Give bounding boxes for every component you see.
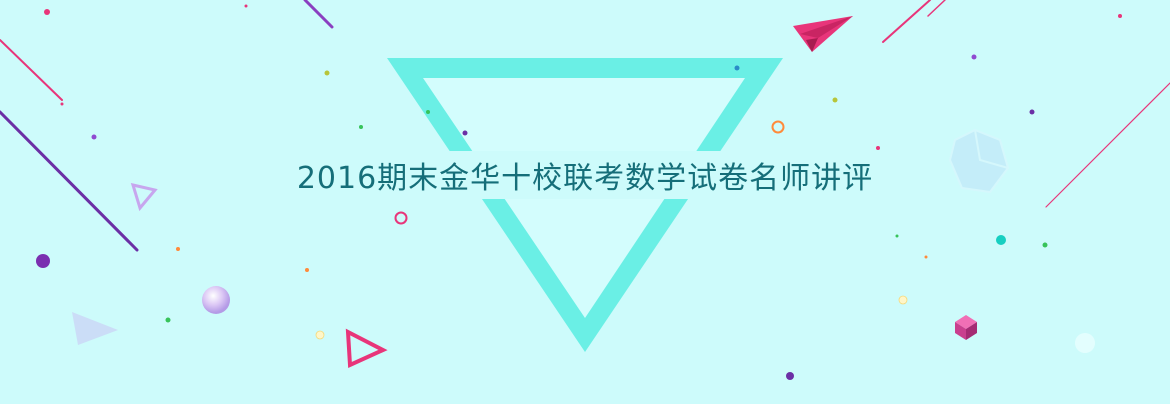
paper-plane-icon bbox=[793, 16, 853, 52]
faint-bubble bbox=[1075, 333, 1095, 353]
cube-icon bbox=[955, 315, 977, 340]
polyhedron-icon bbox=[948, 128, 1010, 194]
triangle-icon bbox=[345, 328, 388, 369]
sphere-icon bbox=[202, 286, 230, 314]
sparkle-icons bbox=[315, 295, 908, 340]
banner-title: 2016期末金华十校联考数学试卷名师讲评 bbox=[265, 151, 905, 199]
inverted-triangle-frame bbox=[387, 58, 783, 352]
small-triangle-icon bbox=[130, 182, 158, 212]
confetti-rings bbox=[394, 120, 785, 225]
confetti-dots bbox=[36, 4, 1122, 380]
diagonal-lines bbox=[0, 0, 1170, 252]
blurred-triangle-icon bbox=[72, 312, 118, 345]
